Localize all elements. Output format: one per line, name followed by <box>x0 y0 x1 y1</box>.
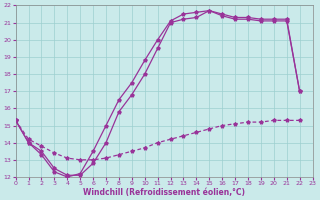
X-axis label: Windchill (Refroidissement éolien,°C): Windchill (Refroidissement éolien,°C) <box>83 188 245 197</box>
